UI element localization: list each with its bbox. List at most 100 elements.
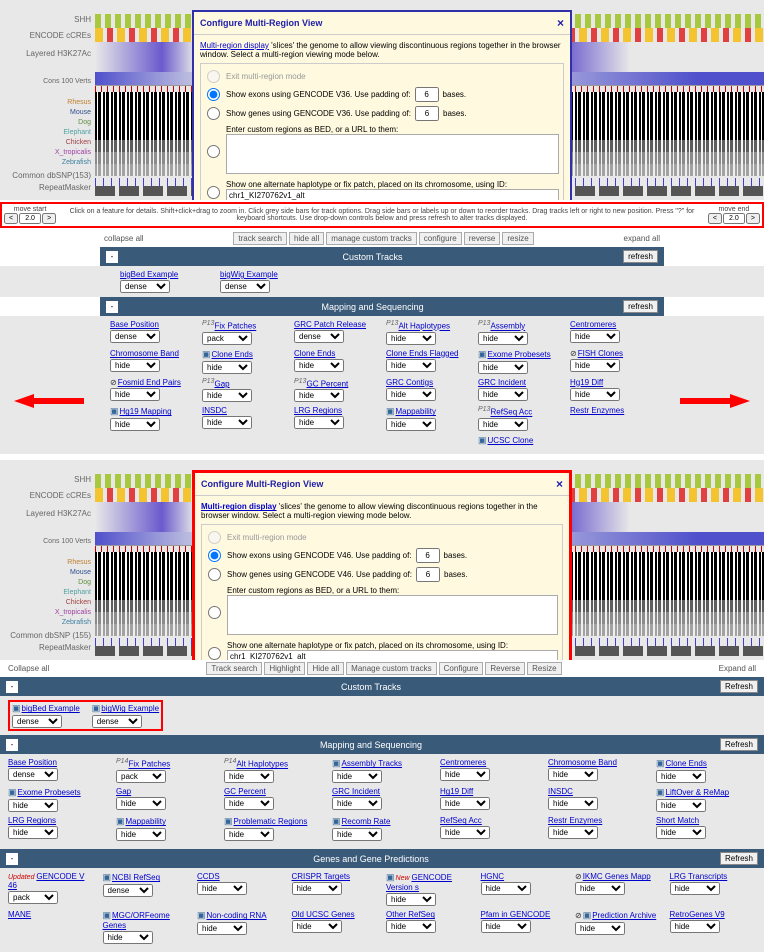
track-link[interactable]: Chromosome Band (548, 758, 617, 767)
exit-radio[interactable] (208, 531, 221, 544)
visibility-select[interactable]: hidedensesquishpackfull (386, 332, 436, 345)
visibility-select[interactable]: hidedensesquishpackfull (570, 359, 620, 372)
modal-header[interactable]: Configure Multi-Region View × (194, 12, 570, 35)
track-link[interactable]: Centromeres (440, 758, 486, 767)
visibility-select[interactable]: hidedensesquishpackfull (440, 797, 490, 810)
visibility-select[interactable]: hidedensesquishpackfull (12, 715, 62, 728)
custom-regions-input[interactable] (227, 595, 558, 635)
configure-button[interactable]: configure (419, 232, 462, 245)
highlight-button[interactable]: Highlight (264, 662, 305, 675)
visibility-select[interactable]: hidedensesquishpackfull (332, 828, 382, 841)
collapse-icon[interactable]: - (6, 853, 18, 865)
track-link[interactable]: LiftOver & ReMap (666, 788, 730, 797)
visibility-select[interactable]: hidedensesquishpackfull (202, 332, 252, 345)
track-link[interactable]: Hg19 Diff (570, 378, 603, 387)
visibility-select[interactable]: hidedensesquishpackfull (224, 828, 274, 841)
hide-all-button[interactable]: Hide all (307, 662, 344, 675)
track-search-button[interactable]: track search (233, 232, 287, 245)
visibility-select[interactable]: hidedensesquishpackfull (548, 826, 598, 839)
track-link[interactable]: GRC Incident (332, 787, 380, 796)
refresh-button[interactable]: Refresh (720, 852, 758, 865)
track-link[interactable]: Clone Ends Flagged (386, 349, 459, 358)
visibility-select[interactable]: hidedensesquishpackfull (110, 418, 160, 431)
track-link[interactable]: Assembly Tracks (342, 759, 402, 768)
move-end-val[interactable] (723, 213, 745, 224)
resize-button[interactable]: resize (502, 232, 533, 245)
visibility-select[interactable]: hidedensesquishpackfull (110, 330, 160, 343)
collapse-icon[interactable]: - (6, 739, 18, 751)
track-link[interactable]: Alt Haplotypes (398, 322, 450, 331)
track-link[interactable]: RefSeq Acc (490, 408, 532, 417)
track-link[interactable]: GRC Patch Release (294, 320, 366, 329)
visibility-select[interactable]: hidedensesquishpackfull (656, 799, 706, 812)
track-link[interactable]: Base Position (8, 758, 57, 767)
visibility-select[interactable]: hidedensesquishpackfull (478, 361, 528, 374)
visibility-select[interactable]: hidedensesquishpackfull (440, 826, 490, 839)
althap-radio[interactable] (207, 186, 220, 199)
track-link[interactable]: bigWig Example (220, 270, 278, 279)
visibility-select[interactable]: hidedensesquishpackfull (116, 797, 166, 810)
track-link[interactable]: Mappability (396, 407, 436, 416)
visibility-select[interactable]: hidedensesquishpackfull (570, 388, 620, 401)
hide-all-button[interactable]: hide all (289, 232, 324, 245)
track-link[interactable]: Fix Patches (214, 322, 256, 331)
track-link[interactable]: MGC/ORFeome Genes (103, 911, 170, 930)
visibility-select[interactable]: hidedensesquishpackfull (548, 797, 598, 810)
track-link[interactable]: bigBed Example (120, 270, 178, 279)
visibility-select[interactable]: hidedensesquishpackfull (570, 330, 620, 343)
visibility-select[interactable]: hidedensesquishpackfull (202, 416, 252, 429)
track-link[interactable]: GC Percent (224, 787, 266, 796)
exons-padding-input[interactable] (415, 87, 439, 102)
track-link[interactable]: GRC Incident (478, 378, 526, 387)
track-link[interactable]: Recomb Rate (342, 817, 391, 826)
collapse-all-button[interactable]: Collapse all (4, 663, 53, 674)
refresh-button[interactable]: refresh (623, 300, 658, 313)
althap-input[interactable] (227, 650, 558, 660)
visibility-select[interactable]: hidedensesquishpackfull (294, 416, 344, 429)
move-start-val[interactable] (19, 213, 41, 224)
track-link[interactable]: NCBI RefSeq (112, 873, 160, 882)
collapse-icon[interactable]: - (6, 681, 18, 693)
visibility-select[interactable]: hidedensesquishpackfull (110, 359, 160, 372)
track-link[interactable]: Clone Ends (294, 349, 335, 358)
reverse-button[interactable]: Reverse (485, 662, 525, 675)
visibility-select[interactable]: hidedensesquishpackfull (656, 770, 706, 783)
track-link[interactable]: Mappability (126, 817, 166, 826)
close-icon[interactable]: × (556, 477, 563, 491)
track-link[interactable]: Prediction Archive (592, 911, 656, 920)
collapse-icon[interactable]: - (106, 251, 118, 263)
visibility-select[interactable]: hidedensesquishpackfull (575, 882, 625, 895)
exit-radio[interactable] (207, 70, 220, 83)
track-link[interactable]: CCDS (197, 872, 220, 881)
multi-region-help-link[interactable]: Multi-region display (201, 502, 277, 511)
visibility-select[interactable]: hidedensesquishpackfull (670, 920, 720, 933)
track-link[interactable]: Hg19 Mapping (120, 407, 172, 416)
visibility-select[interactable]: hidedensesquishpackfull (8, 891, 58, 904)
visibility-select[interactable]: hidedensesquishpackfull (292, 882, 342, 895)
visibility-select[interactable]: hidedensesquishpackfull (8, 826, 58, 839)
visibility-select[interactable]: hidedensesquishpackfull (481, 920, 531, 933)
track-link[interactable]: Centromeres (570, 320, 616, 329)
track-link[interactable]: Pfam in GENCODE (481, 910, 551, 919)
track-link[interactable]: Clone Ends (666, 759, 707, 768)
track-link[interactable]: INSDC (548, 787, 573, 796)
track-search-button[interactable]: Track search (206, 662, 262, 675)
track-link[interactable]: MANE (8, 910, 31, 919)
exons-padding-input[interactable] (416, 548, 440, 563)
visibility-select[interactable]: hidedensesquishpackfull (292, 920, 342, 933)
track-link[interactable]: bigWig Example (101, 704, 159, 713)
track-link[interactable]: GRC Contigs (386, 378, 433, 387)
track-link[interactable]: Restr Enzymes (570, 406, 624, 415)
collapse-icon[interactable]: - (106, 301, 118, 313)
visibility-select[interactable]: hidedensesquishpackfull (202, 361, 252, 374)
close-icon[interactable]: × (557, 16, 564, 30)
track-link[interactable]: Alt Haplotypes (236, 760, 288, 769)
visibility-select[interactable]: hidedensesquishpackfull (478, 332, 528, 345)
track-link[interactable]: Fosmid End Pairs (118, 378, 181, 387)
visibility-select[interactable]: hidedensesquishpackfull (575, 922, 625, 935)
visibility-select[interactable]: hidedensesquishpackfull (110, 388, 160, 401)
visibility-select[interactable]: hidedensesquishpackfull (386, 893, 436, 906)
track-link[interactable]: Problematic Regions (234, 817, 308, 826)
expand-all-button[interactable]: expand all (620, 233, 664, 244)
track-link[interactable]: Exome Probesets (18, 788, 81, 797)
